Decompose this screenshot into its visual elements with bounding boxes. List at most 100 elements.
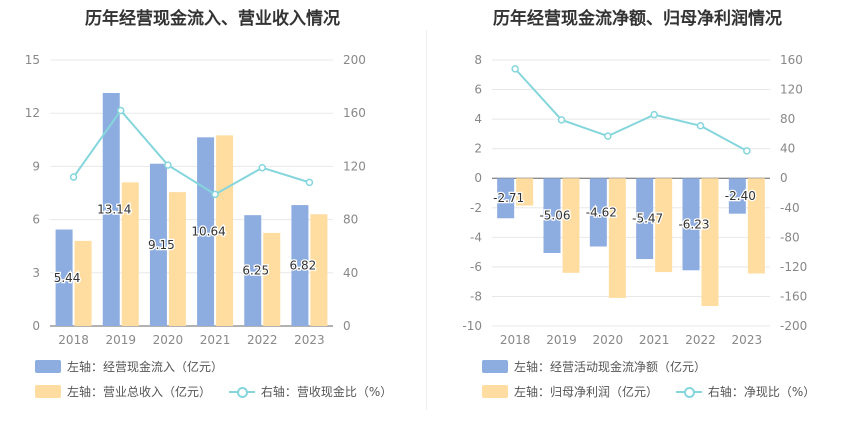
line-point [557, 116, 566, 124]
chart-panel-cashflow-revenue: 历年经营现金流入、营业收入情况 0 3 6 9 12 15 0 40 80 120 160 200 20… [25, 9, 406, 401]
y-tick-right: 120 [343, 159, 366, 173]
x-tick-label: 2018 [500, 333, 531, 347]
series-line [72, 108, 310, 196]
legend-label: 左轴：归母净利润（亿元） [514, 385, 659, 399]
legend-item-bar2[interactable]: 左轴：归母净利润（亿元） [482, 383, 658, 400]
bar [682, 178, 700, 271]
legend-swatch-yellow [482, 385, 508, 398]
data-label: 10.64 [191, 225, 225, 239]
legend-label: 右轴：净现比（%） [707, 385, 816, 399]
y-tick-right: 40 [343, 266, 358, 280]
y-tick-left: 9 [32, 159, 40, 173]
data-label: 6.82 [290, 259, 317, 273]
y-tick-left: 0 [32, 319, 40, 333]
legend-item-line[interactable]: 右轴：营收现金比（%） [228, 383, 393, 400]
x-tick-label: 2020 [593, 333, 624, 347]
y-tick-left: 0 [474, 171, 482, 185]
x-tick-label: 2021 [200, 333, 231, 347]
bar [121, 182, 139, 326]
data-label: -4.62 [586, 205, 617, 219]
legend-item-bar2[interactable]: 左轴：营业总收入（亿元） [35, 383, 211, 400]
line-point [604, 132, 612, 140]
bar [747, 178, 765, 274]
x-tick-label: 2018 [58, 333, 89, 347]
data-label: -2.40 [725, 189, 756, 203]
y-tick-right: 40 [780, 142, 795, 156]
legend-swatch-blue [35, 360, 61, 373]
x-tick-label: 2019 [546, 333, 577, 347]
y-tick-right: -40 [780, 201, 800, 215]
bar [701, 178, 719, 307]
bar [562, 178, 580, 273]
x-tick-label: 2023 [294, 333, 325, 347]
legend: 左轴：经营活动现金流净额（亿元） [482, 358, 720, 376]
bar [216, 135, 234, 326]
line-point [511, 65, 519, 73]
line-point [164, 161, 172, 169]
legend-item-bar1[interactable]: 左轴：经营现金流入（亿元） [35, 358, 223, 375]
x-tick-label: 2020 [153, 333, 184, 347]
bar [636, 178, 654, 260]
legend-item-line[interactable]: 右轴：净现比（%） [675, 383, 816, 400]
y-tick-right: 80 [343, 213, 358, 227]
bar [55, 229, 73, 326]
y-tick-left: 15 [25, 53, 40, 67]
bar [149, 163, 167, 326]
data-label: -5.06 [539, 209, 570, 223]
panel-divider [426, 30, 427, 410]
line-point [305, 178, 314, 187]
y-tick-left: 3 [32, 266, 40, 280]
legend-label: 右轴：营收现金比（%） [260, 385, 393, 399]
x-tick-label: 2019 [105, 333, 136, 347]
legend: 左轴：营业总收入（亿元） 右轴：营收现金比（%） [35, 383, 406, 401]
x-tick-label: 2022 [247, 333, 278, 347]
legend-swatch-blue [482, 360, 508, 373]
y-tick-right: 160 [343, 106, 366, 120]
y-tick-left: 4 [474, 112, 482, 126]
x-tick-label: 2022 [685, 333, 716, 347]
y-tick-left: 2 [474, 142, 482, 156]
bar [516, 178, 534, 206]
legend-swatch-line [228, 385, 255, 398]
chart-title: 历年经营现金流入、营业收入情况 [85, 9, 340, 29]
chart-cashflow-revenue: 0 3 6 9 12 15 0 40 80 120 160 200 2018 2019 2020 2021 20… [25, 53, 366, 347]
bar [263, 232, 281, 326]
line-point [696, 122, 705, 130]
bar [655, 178, 673, 273]
line-point [211, 190, 219, 199]
y-tick-left: -4 [470, 230, 482, 244]
x-tick-label: 2021 [639, 333, 670, 347]
bar [728, 178, 746, 214]
bar [608, 178, 626, 298]
x-tick-label: 2023 [732, 333, 763, 347]
y-tick-left: 6 [474, 83, 482, 97]
y-tick-right: 0 [343, 319, 351, 333]
data-label: -2.71 [493, 191, 524, 205]
line-point [69, 173, 78, 181]
bar [168, 192, 186, 326]
legend-item-bar1[interactable]: 左轴：经营活动现金流净额（亿元） [482, 358, 706, 375]
chart-title: 历年经营现金流净额、归母净利润情况 [493, 9, 782, 29]
data-label: 5.44 [54, 271, 81, 285]
line-point [258, 163, 266, 172]
data-label: -6.23 [678, 217, 709, 231]
bar [102, 92, 120, 326]
line-point [117, 106, 125, 115]
legend-label: 左轴：经营活动现金流净额（亿元） [514, 360, 707, 374]
legend-swatch-yellow [35, 385, 61, 398]
bar [197, 137, 215, 326]
chart-panel-netcash-profit: 历年经营现金流净额、归母净利润情况 -10 -8 -6 -4 -2 0 2 4 6 8 -200 -1… [425, 0, 850, 436]
data-label: 9.15 [148, 238, 175, 252]
line-point [743, 147, 751, 155]
y-tick-right: -120 [780, 260, 807, 274]
y-tick-right: -200 [780, 319, 807, 333]
data-label: 13.14 [97, 202, 131, 216]
series-line [514, 68, 748, 152]
legend-label: 左轴：营业总收入（亿元） [67, 385, 212, 399]
y-tick-right: -80 [780, 230, 800, 244]
y-tick-right: 200 [343, 53, 366, 67]
data-label: 6.25 [242, 264, 269, 278]
y-tick-left: -8 [470, 289, 482, 303]
y-tick-left: -6 [470, 260, 482, 274]
